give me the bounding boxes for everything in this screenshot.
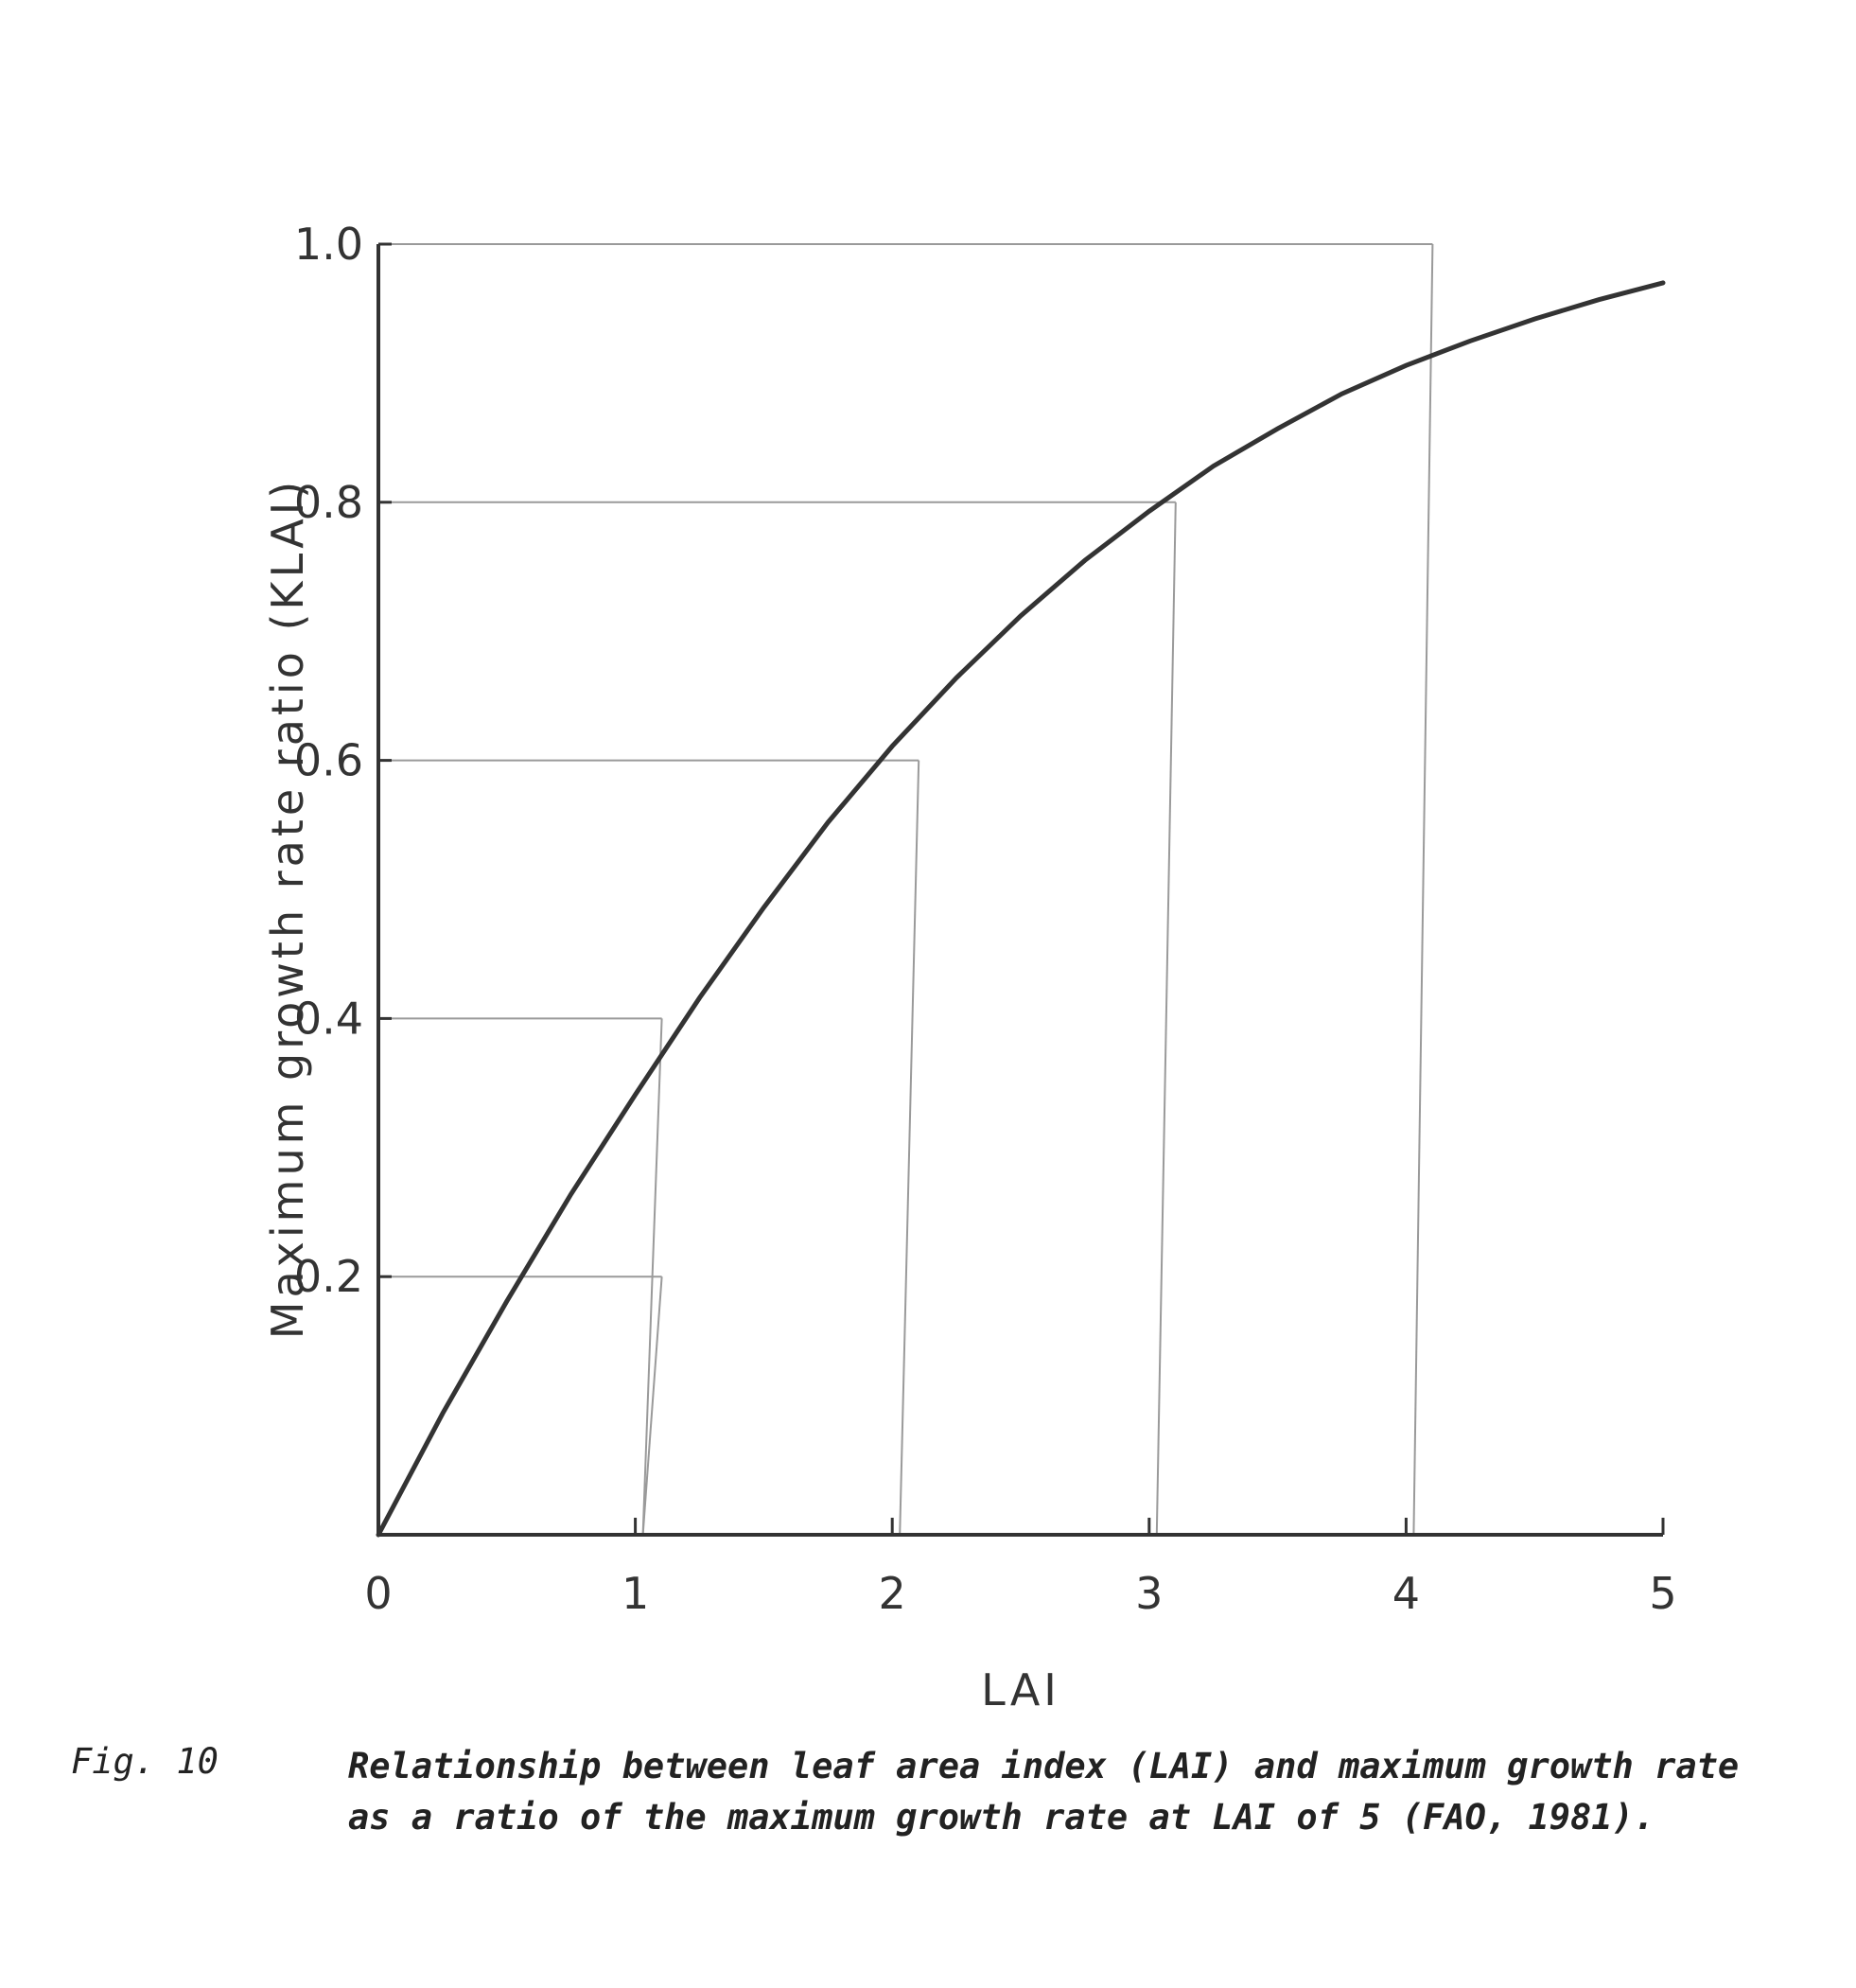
reference-line-vertical	[899, 760, 920, 1536]
reference-lines	[378, 243, 1434, 1536]
reference-line-vertical	[1155, 501, 1177, 1536]
caption-reference: FAO, 1981	[1423, 1797, 1613, 1838]
y-ticks: 0.2 0.4 0.6 0.8 1.0	[294, 219, 392, 1302]
x-axis-title: LAI	[981, 1664, 1060, 1715]
x-tick-label: 4	[1392, 1568, 1420, 1619]
y-axis-title: Maximum growth rate ratio (KLAI)	[262, 478, 313, 1339]
x-tick-label: 5	[1649, 1568, 1676, 1619]
x-tick-label: 3	[1135, 1568, 1163, 1619]
figure-caption: Relationship between leaf area index (LA…	[348, 1741, 1786, 1843]
x-tick-label: 0	[364, 1568, 392, 1619]
series-line	[376, 280, 1666, 1538]
axes	[376, 244, 1663, 1537]
y-tick-label: 0.4	[294, 993, 363, 1044]
y-tick-label: 0.8	[294, 477, 363, 528]
y-tick-label: 1.0	[294, 219, 363, 270]
y-tick-label: 0.2	[294, 1251, 363, 1302]
reference-line-vertical	[1412, 243, 1434, 1536]
x-tick-label: 1	[622, 1568, 649, 1619]
caption-end: ).	[1612, 1797, 1655, 1838]
y-tick-label: 0.6	[294, 735, 363, 786]
x-ticks: 0 1 2 3 4 5	[364, 1518, 1677, 1619]
caption-text: Relationship between leaf area index (LA…	[348, 1746, 1740, 1838]
figure-label: Fig. 10	[71, 1741, 219, 1782]
reference-line-vertical	[641, 1276, 663, 1536]
x-tick-label: 2	[879, 1568, 906, 1619]
